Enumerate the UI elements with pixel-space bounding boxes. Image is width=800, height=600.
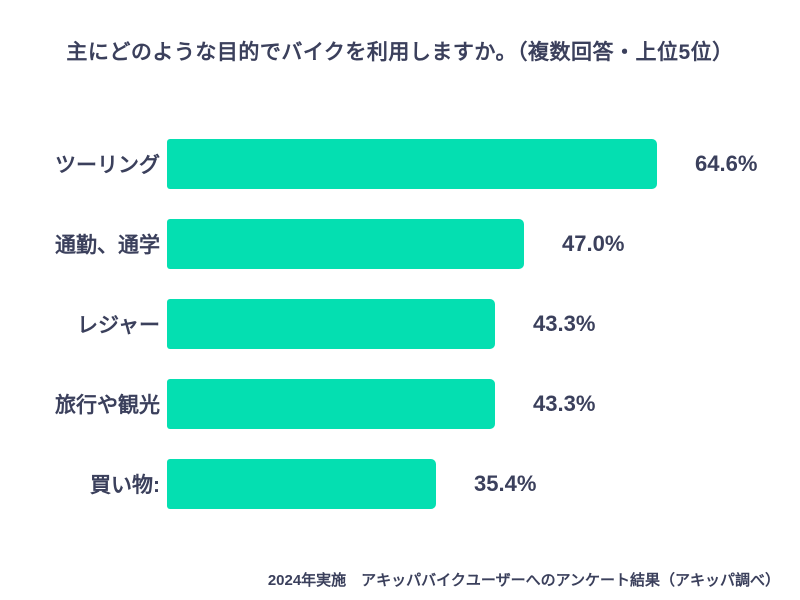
value-label: 64.6%	[695, 151, 758, 176]
bar	[167, 139, 657, 189]
value-label: 35.4%	[474, 471, 537, 496]
source-note: 2024年実施 アキッパバイクユーザーへのアンケート結果（アキッパ調べ）	[267, 572, 780, 589]
bar-chart: ツーリング 64.6% 通勤、通学 47.0% レジャー 43.3% 旅行や観光 43.3% 買…	[0, 139, 800, 539]
bar	[167, 379, 495, 429]
bar	[167, 459, 436, 509]
bar-row: 通勤、通学 47.0%	[0, 219, 800, 269]
bar-row: 買い物: 35.4%	[0, 459, 800, 509]
bar-row: レジャー 43.3%	[0, 299, 800, 349]
category-label: レジャー	[77, 314, 160, 337]
category-label: ツーリング	[55, 154, 160, 177]
value-label: 47.0%	[562, 231, 625, 256]
bar-row: 旅行や観光 43.3%	[0, 379, 800, 429]
category-label: 買い物:	[90, 474, 160, 497]
category-label: 旅行や観光	[55, 394, 160, 417]
bar	[167, 219, 524, 269]
chart-title: 主にどのような目的でバイクを利用しますか。（複数回答・上位5位）	[66, 41, 734, 64]
bar	[167, 299, 495, 349]
category-label: 通勤、通学	[55, 234, 160, 257]
value-label: 43.3%	[533, 391, 596, 416]
value-label: 43.3%	[533, 311, 596, 336]
bar-row: ツーリング 64.6%	[0, 139, 800, 189]
